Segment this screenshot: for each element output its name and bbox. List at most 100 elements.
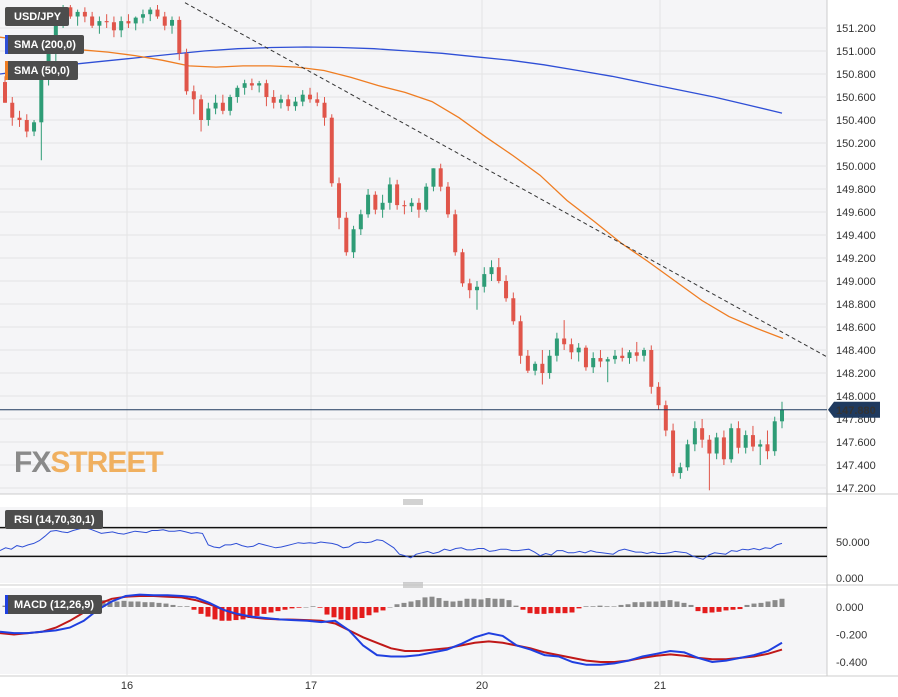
macd-histogram-bar [611,606,617,607]
macd-histogram-bar [401,602,407,607]
macd-histogram-bar [254,607,260,616]
macd-histogram-bar [583,606,589,607]
macd-histogram-bar [380,607,386,611]
candle-body [111,22,116,31]
macd-histogram-bar [555,607,561,614]
candle-body [140,14,145,18]
candle-body [358,214,363,230]
candle-body [228,97,233,111]
current-price-label: 147.880 [836,405,876,417]
candle-body [416,202,421,210]
candle-body [445,186,450,215]
candle-body [772,421,777,452]
x-tick-label: 20 [476,680,488,692]
candle-body [533,363,538,371]
macd-histogram-bar [471,598,477,607]
price-tick-label: 148.800 [836,299,876,311]
candle-body [271,97,276,103]
macd-histogram-bar [450,601,456,607]
candle-body [344,217,349,253]
x-tick-label: 21 [654,680,666,692]
legend-rsi: RSI (14,70,30,1) [5,510,103,529]
macd-histogram-bar [142,602,148,607]
price-tick-label: 149.800 [836,184,876,196]
macd-histogram-bar [282,607,288,610]
candle-body [293,101,298,107]
candle-body [162,16,167,26]
macd-histogram-bar [205,607,211,617]
macd-histogram-bar [114,601,120,607]
macd-histogram-bar [667,600,673,607]
candle-body [257,83,262,86]
candle-body [656,386,661,406]
candle-body [97,21,102,26]
candle-body [736,428,741,448]
macd-histogram-bar [779,598,785,607]
candle-body [620,355,625,359]
candle-body [278,99,283,103]
macd-histogram-bar [604,606,610,607]
candle-body [707,439,712,454]
macd-histogram-bar [709,607,715,613]
candle-body [300,94,305,102]
macd-histogram-bar [499,598,505,607]
macd-histogram-bar [765,601,771,607]
macd-histogram-bar [681,602,687,607]
price-tick-label: 148.000 [836,391,876,403]
macd-histogram-bar [198,607,204,614]
macd-histogram-bar [478,599,484,607]
macd-histogram-bar [163,603,169,607]
macd-histogram-bar [170,604,176,607]
candle-body [518,321,523,356]
candle-body [729,428,734,460]
macd-histogram-bar [212,607,218,620]
candle-body [482,274,487,287]
macd-histogram-bar [464,598,470,607]
macd-histogram-bar [625,604,631,607]
macd-resize-handle [403,582,423,588]
candle-body [424,186,429,210]
candle-body [496,267,501,281]
macd-histogram-bar [268,607,274,613]
macd-histogram-bar [660,600,666,607]
candle-body [554,338,559,356]
macd-histogram-bar [492,598,498,607]
macd-histogram-bar [191,607,197,610]
candle-body [780,409,784,422]
macd-histogram-bar [772,600,778,607]
macd-histogram-bar [331,607,337,618]
price-tick-label: 149.000 [836,276,876,288]
rsi-panel-bg [0,507,827,583]
price-tick-label: 148.200 [836,368,876,380]
price-tick-label: 151.200 [836,23,876,35]
macd-histogram-bar [562,607,568,614]
macd-histogram-bar [387,607,393,608]
macd-histogram-bar [324,607,330,615]
sma50-line [0,36,784,340]
candle-body [177,19,182,54]
macd-histogram-bar [107,600,113,607]
price-tick-label: 150.600 [836,92,876,104]
candle-body [366,194,371,215]
candle-body [32,122,37,132]
candle-body [351,229,356,253]
candle-body [562,338,567,345]
macd-histogram-bar [590,606,596,607]
candle-body [206,108,211,120]
candle-body [700,428,705,440]
candle-body [104,21,109,23]
candle-body [598,358,603,362]
candle-body [133,17,138,24]
candle-body [199,99,204,120]
macd-histogram-bar [128,601,134,607]
macd-histogram-bar [723,607,729,611]
macd-histogram-bar [394,604,400,607]
macd-histogram-bar [744,604,750,607]
candle-body [612,355,617,360]
macd-histogram-bar [695,607,701,612]
sma50-swatch [5,61,8,80]
candle-body [387,184,392,203]
price-tick-label: 148.400 [836,345,876,357]
macd-histogram-bar [373,607,379,613]
price-tick-label: 150.000 [836,161,876,173]
